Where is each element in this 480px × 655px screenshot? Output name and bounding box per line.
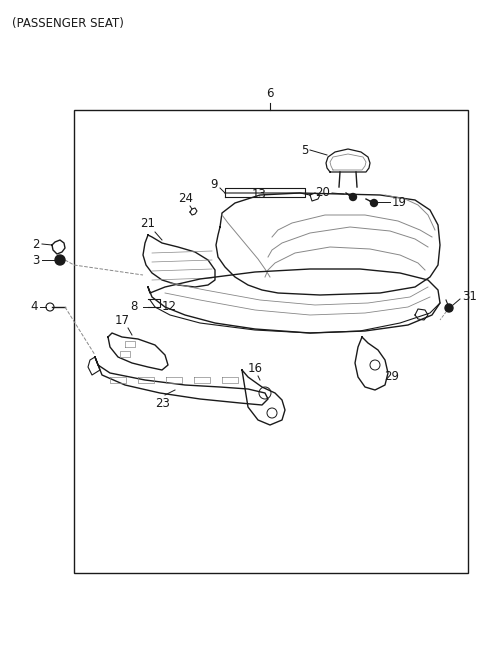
Text: 5: 5 bbox=[300, 143, 308, 157]
Bar bbox=[74, 110, 468, 573]
Text: 9: 9 bbox=[211, 178, 218, 191]
Text: (PASSENGER SEAT): (PASSENGER SEAT) bbox=[12, 17, 124, 30]
Text: 16: 16 bbox=[248, 362, 263, 375]
Text: 31: 31 bbox=[462, 291, 477, 303]
Text: 17: 17 bbox=[115, 314, 130, 327]
Circle shape bbox=[371, 200, 377, 206]
Text: 13: 13 bbox=[252, 189, 267, 202]
Circle shape bbox=[349, 193, 357, 200]
Text: 24: 24 bbox=[179, 192, 193, 205]
Text: 19: 19 bbox=[392, 195, 407, 208]
Circle shape bbox=[55, 255, 65, 265]
Text: 20: 20 bbox=[315, 187, 330, 200]
Text: 4: 4 bbox=[31, 301, 38, 314]
Text: 2: 2 bbox=[33, 238, 40, 250]
Circle shape bbox=[445, 304, 453, 312]
Text: 8: 8 bbox=[131, 301, 138, 314]
Text: 12: 12 bbox=[162, 301, 177, 314]
Text: 6: 6 bbox=[266, 87, 274, 100]
Text: 29: 29 bbox=[384, 370, 399, 383]
Text: 23: 23 bbox=[155, 397, 170, 410]
Text: 21: 21 bbox=[141, 217, 156, 230]
Text: 3: 3 bbox=[33, 253, 40, 267]
